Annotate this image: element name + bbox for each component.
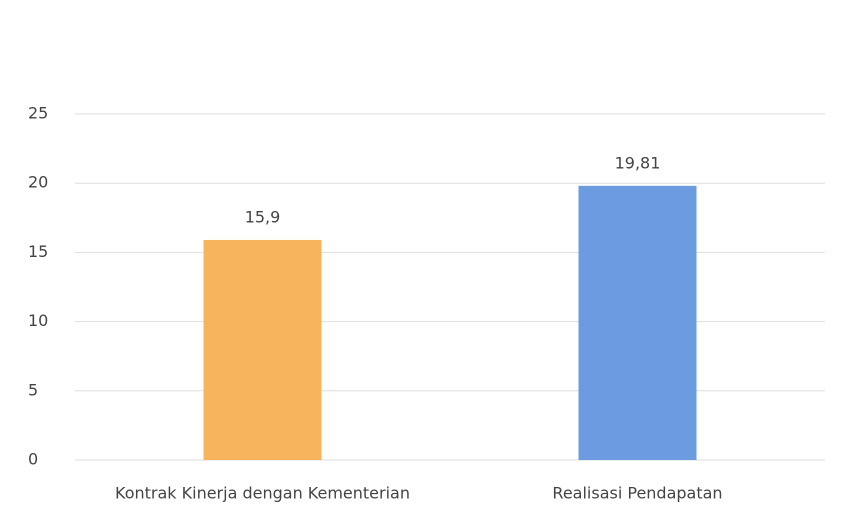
y-tick-label: 25 — [28, 104, 48, 123]
bar — [203, 239, 322, 460]
y-tick-label: 10 — [28, 311, 48, 330]
data-label: 19,81 — [615, 153, 661, 172]
x-tick-label: Realisasi Pendapatan — [552, 484, 722, 503]
y-tick-label: 20 — [28, 173, 48, 192]
data-label: 15,9 — [245, 207, 281, 226]
bar — [578, 185, 697, 461]
y-tick-label: 5 — [28, 380, 38, 399]
y-tick-label: 15 — [28, 242, 48, 261]
y-tick-label: 0 — [28, 450, 38, 469]
x-tick-label: Kontrak Kinerja dengan Kementerian — [115, 484, 410, 503]
